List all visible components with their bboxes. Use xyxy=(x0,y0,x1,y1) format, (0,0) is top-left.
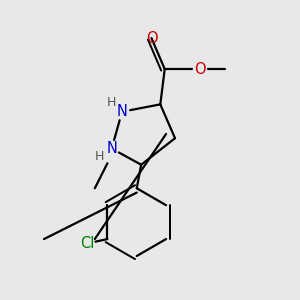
Text: O: O xyxy=(194,61,206,76)
Text: N: N xyxy=(117,104,128,119)
Text: H: H xyxy=(107,96,116,110)
Text: O: O xyxy=(146,31,157,46)
Text: H: H xyxy=(95,150,104,163)
Text: Cl: Cl xyxy=(80,236,94,251)
Text: N: N xyxy=(106,141,117,156)
